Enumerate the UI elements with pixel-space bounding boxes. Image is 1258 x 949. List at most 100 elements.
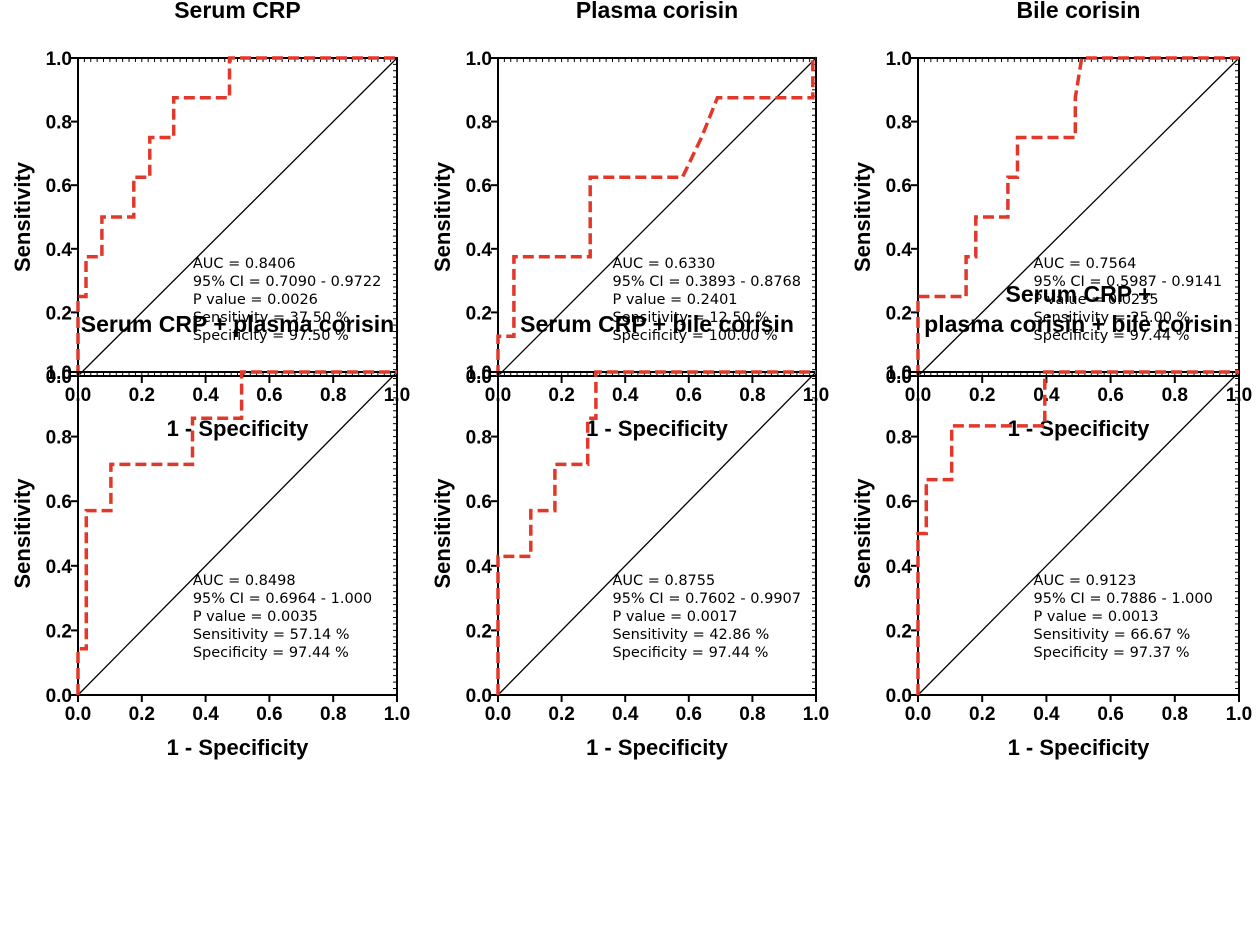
y-tick-label: 0.6 [886,492,912,513]
stat-line: P value = 0.0035 [193,609,318,625]
stat-line: P value = 0.0026 [193,292,318,308]
x-tick-label: 0.6 [256,704,282,725]
chart-title: Serum CRP + plasma corisin [81,311,394,337]
reference-line [917,371,1240,696]
stat-line: Specificity = 100.00 % [612,328,777,344]
x-tick-label: 0.0 [485,704,511,725]
y-tick-label: 0.4 [886,240,913,261]
x-tick-label: 1.0 [1226,704,1252,725]
y-tick-label: 0.0 [466,367,492,388]
y-tick-label: 0.2 [466,303,492,324]
x-axis-label: 1 - Specificity [1008,735,1151,760]
x-tick-label: 0.2 [548,704,574,725]
x-tick-label: 0.6 [1097,385,1123,406]
stat-line: Specificity = 97.44 % [1034,328,1190,344]
x-tick-label: 0.8 [1162,704,1188,725]
y-tick-label: 0.0 [886,367,912,388]
x-tick-label: 0.0 [905,704,931,725]
y-tick-label: 0.2 [886,303,912,324]
x-axis-label: 1 - Specificity [1008,416,1151,441]
stat-line: 95% CI = 0.3893 - 0.8768 [612,274,801,290]
y-tick-label: 0.2 [886,621,912,642]
stat-line: P value = 0.0017 [612,609,737,625]
x-tick-label: 1.0 [803,704,829,725]
stat-line: 95% CI = 0.6964 - 1.000 [193,591,372,607]
y-tick-label: 0.8 [466,113,492,134]
reference-line [497,57,817,377]
stat-line: Sensitivity = 37.50 % [193,310,350,326]
chart-title: Bile corisin [1017,0,1141,23]
y-tick-label: 1.0 [886,363,912,384]
x-tick-label: 0.8 [739,704,765,725]
y-tick-label: 0.6 [46,176,72,197]
y-tick-label: 0.2 [46,303,72,324]
y-axis-label: Sensitivity [10,161,35,272]
stat-line: AUC = 0.6330 [612,256,715,272]
x-tick-label: 0.8 [739,385,765,406]
stat-line: Sensitivity = 57.14 % [193,627,350,643]
roc-panel: Serum CRP + plasma corisin + bile corisin… [850,281,1252,760]
x-tick-label: 0.4 [612,704,639,725]
x-tick-label: 0.2 [969,704,995,725]
y-tick-label: 0.4 [886,557,913,578]
reference-line [77,371,398,696]
stat-line: Sensitivity = 42.86 % [612,627,769,643]
y-tick-label: 0.8 [886,428,912,449]
y-axis-label: Sensitivity [850,161,875,272]
chart-title: Serum CRP + bile corisin [520,311,794,337]
stat-line: 95% CI = 0.7886 - 1.000 [1034,591,1213,607]
x-tick-label: 0.8 [1162,385,1188,406]
y-tick-label: 1.0 [886,49,912,70]
roc-curve [916,56,1239,376]
x-tick-label: 0.2 [129,704,155,725]
y-tick-label: 0.0 [46,686,72,707]
stat-line: Specificity = 97.44 % [612,645,768,661]
y-tick-label: 0.4 [46,240,73,261]
stat-line: Specificity = 97.44 % [193,645,349,661]
stat-line: P value = 0.0013 [1034,609,1159,625]
x-axis-label: 1 - Specificity [167,416,310,441]
roc-panel: Serum CRP + plasma corisin 0.0 0.2 0.4 0.6 0.… [10,311,410,760]
y-tick-label: 0.6 [886,176,912,197]
y-axis-label: Sensitivity [850,478,875,589]
y-tick-label: 0.6 [466,176,492,197]
y-tick-label: 0.6 [466,492,492,513]
y-tick-label: 0.4 [46,557,73,578]
roc-curve [916,370,1239,695]
y-tick-label: 0.2 [466,621,492,642]
x-tick-label: 0.6 [676,704,702,725]
plot-frame [77,371,398,696]
x-axis-label: 1 - Specificity [586,416,729,441]
chart-title: Plasma corisin [576,0,738,23]
stat-line: P value = 0.2401 [612,292,737,308]
x-axis-label: 1 - Specificity [586,735,729,760]
x-tick-label: 0.6 [676,385,702,406]
stat-line: Specificity = 97.50 % [193,328,349,344]
x-tick-label: 0.2 [129,385,155,406]
roc-curve [76,370,397,695]
roc-curve [496,56,816,376]
y-tick-label: 0.0 [886,686,912,707]
x-tick-label: 0.4 [1033,704,1060,725]
x-tick-label: 0.4 [192,704,219,725]
reference-line [497,371,817,696]
x-tick-label: 0.8 [320,385,346,406]
roc-curve [496,370,816,695]
x-tick-label: 0.4 [612,385,639,406]
x-tick-label: 0.0 [65,704,91,725]
chart-title: plasma corisin + bile corisin [924,311,1233,337]
x-tick-label: 0.4 [1033,385,1060,406]
reference-line [917,57,1240,377]
y-tick-label: 0.2 [46,621,72,642]
x-tick-label: 0.6 [1097,704,1123,725]
y-axis-label: Sensitivity [10,478,35,589]
y-tick-label: 0.0 [46,367,72,388]
stat-line: P value = 0.0235 [1034,292,1159,308]
roc-panel: Serum CRP + bile corisin 0.0 0.2 0.4 0.6 0.8 1… [430,311,829,760]
stat-line: AUC = 0.8498 [193,573,296,589]
y-tick-label: 0.4 [466,240,493,261]
